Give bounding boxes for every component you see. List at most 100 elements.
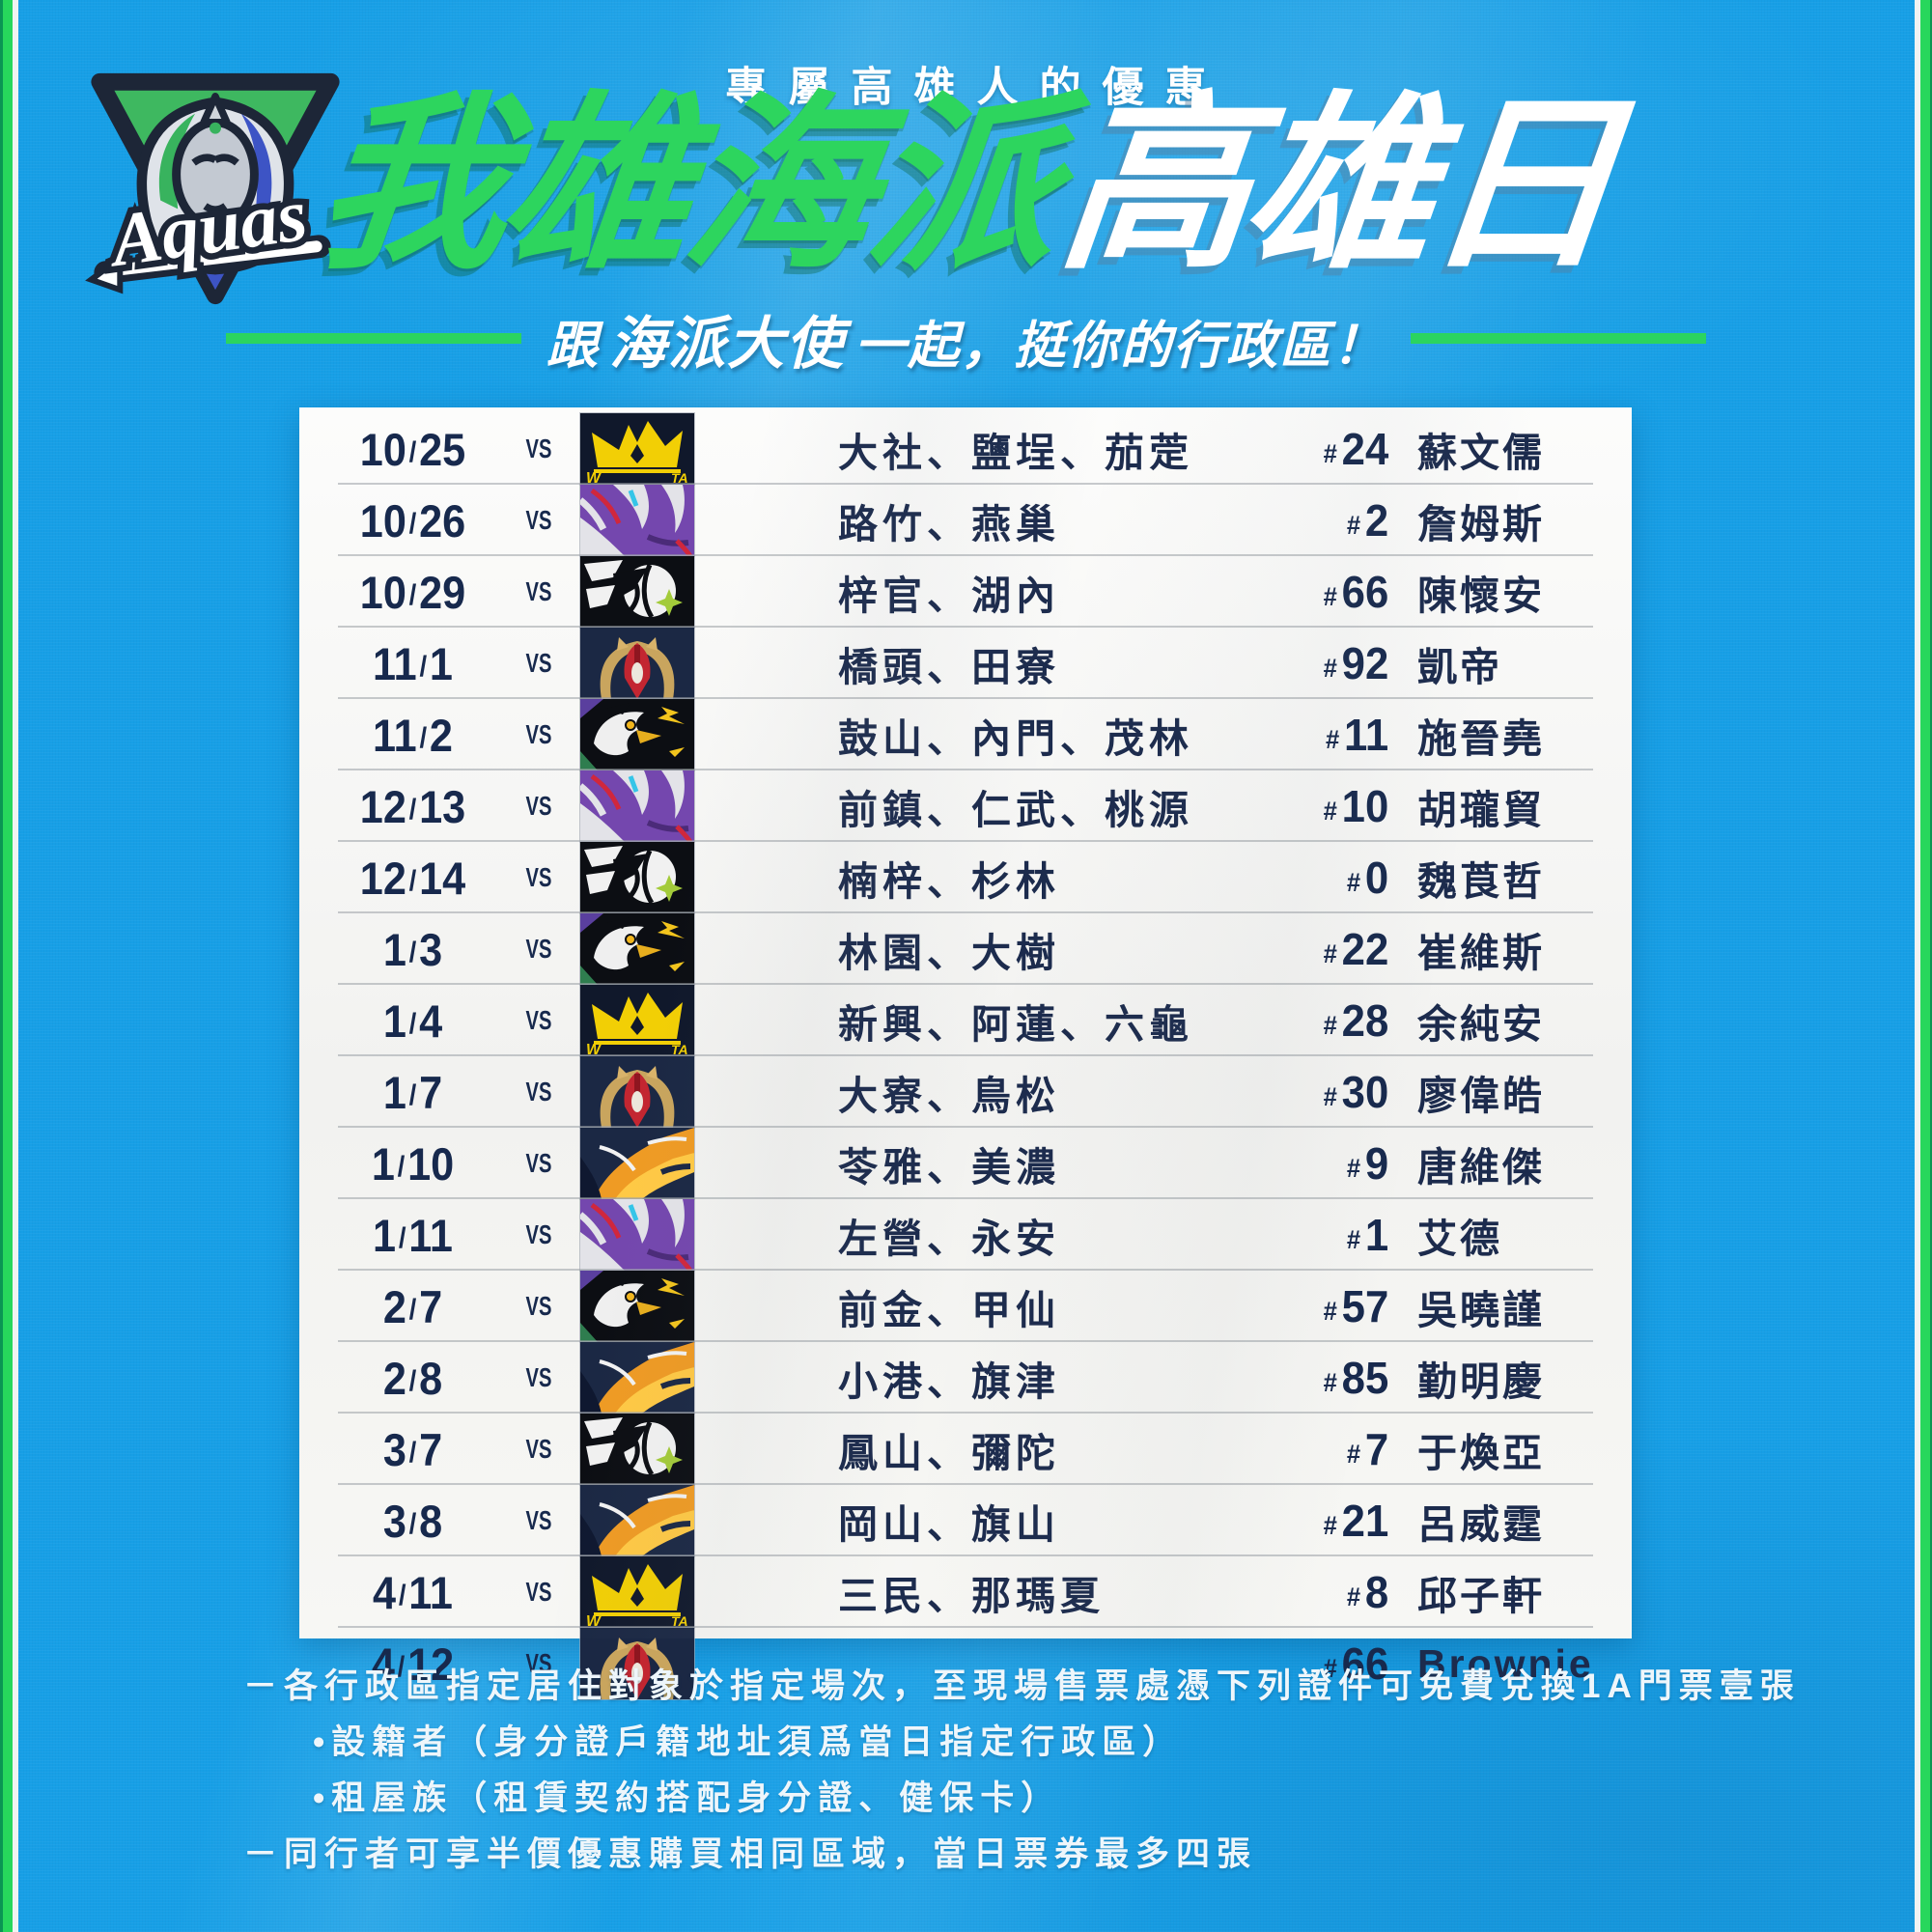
date-separator: / [408, 1078, 417, 1111]
player-number-value: 9 [1364, 1138, 1389, 1189]
game-date-month: 12 [359, 852, 406, 904]
schedule-row: 1/7 VS 大寮、鳥松 #30 廖偉皓 [328, 1056, 1603, 1128]
player-number: #10 [1251, 780, 1389, 832]
date-separator: / [398, 1221, 406, 1254]
main-title-white-segment: 高雄日 [1051, 79, 1625, 291]
districts-label: 鼓山、內門、茂林 [838, 716, 1193, 761]
subtitle-rest: 一起，挺你的行政區！ [854, 318, 1386, 375]
opponent-logo-eagle-white-icon [580, 699, 694, 770]
game-date-month: 1 [382, 1066, 406, 1118]
game-date-day: 8 [419, 1495, 443, 1547]
date-separator: / [408, 507, 417, 540]
opponent-logo-cell [580, 1414, 749, 1485]
vs-label: VS [525, 1434, 552, 1464]
opponent-logo-cell [580, 985, 749, 1056]
game-date: 10/25 [335, 423, 490, 476]
schedule-row: 1/10 VS 苓雅、美濃 #9 唐維傑 [328, 1128, 1603, 1199]
schedule-row: 2/8 VS 小港、旗津 #85 勤明慶 [328, 1342, 1603, 1414]
opponent-logo-cell [580, 1485, 749, 1556]
vs-label: VS [525, 1291, 552, 1321]
player-number-value: 85 [1341, 1353, 1389, 1403]
player-number: #24 [1251, 423, 1389, 475]
schedule-row: 1/3 VS 林園、大樹 #22 崔維斯 [328, 913, 1603, 985]
date-separator: / [419, 721, 428, 754]
player-number-value: 30 [1341, 1067, 1389, 1117]
hash-symbol: # [1346, 1582, 1361, 1611]
game-date-day: 7 [419, 1066, 443, 1118]
opponent-logo-leopard-purple-icon [580, 1199, 694, 1271]
schedule-row: 1/11 VS 左營、永安 #1 艾德 [328, 1199, 1603, 1271]
hash-symbol: # [1323, 439, 1337, 468]
vs-label: VS [525, 1005, 552, 1035]
hash-symbol: # [1346, 1154, 1361, 1183]
game-date: 3/8 [335, 1495, 490, 1548]
ambassador-name: 余純安 [1417, 1002, 1545, 1047]
opponent-logo-cell [580, 913, 749, 985]
game-date-month: 11 [373, 709, 417, 761]
hash-symbol: # [1326, 725, 1340, 754]
player-number-value: 7 [1364, 1424, 1389, 1474]
opponent-logo-swirl-navy-orange-icon [580, 1128, 694, 1199]
hash-symbol: # [1323, 1011, 1337, 1040]
districts-label: 林園、大樹 [838, 931, 1060, 975]
opponent-logo-cell [580, 1342, 749, 1414]
game-date: 12/13 [335, 780, 490, 833]
schedule-row: 11/2 VS 鼓山、內門、茂林 #11 施晉堯 [328, 699, 1603, 770]
player-number: #2 [1251, 494, 1389, 546]
hash-symbol: # [1323, 939, 1337, 968]
vs-label: VS [525, 1577, 552, 1607]
hash-symbol: # [1323, 1368, 1337, 1397]
player-number-value: 11 [1344, 710, 1389, 760]
game-date-month: 12 [359, 780, 406, 832]
date-separator: / [408, 1364, 417, 1397]
date-separator: / [408, 1293, 417, 1326]
ambassador-name: 施晉堯 [1417, 716, 1545, 761]
date-separator: / [408, 864, 417, 897]
ambassador-name: 陳懷安 [1417, 574, 1545, 618]
ambassador-name: 魏莨哲 [1417, 859, 1545, 904]
districts-label: 楠梓、杉林 [838, 859, 1060, 904]
game-date: 1/10 [335, 1137, 490, 1190]
game-date: 1/11 [335, 1209, 490, 1262]
game-date: 3/7 [335, 1423, 490, 1476]
player-number-value: 22 [1341, 924, 1389, 974]
date-separator: / [408, 1007, 417, 1040]
game-date-month: 3 [382, 1495, 406, 1547]
date-separator: / [398, 1579, 406, 1611]
opponent-logo-leopard-purple-icon [580, 485, 694, 556]
game-date-month: 2 [382, 1352, 406, 1404]
note-line-2: •設籍者（身分證戶籍地址須爲當日指定行政區） [313, 1723, 1184, 1761]
player-number-value: 2 [1364, 495, 1389, 546]
game-date: 4/12 [335, 1638, 490, 1691]
game-date: 1/3 [335, 923, 490, 976]
note-line-3: •租屋族（租賃契約搭配身分證、健保卡） [313, 1779, 1062, 1817]
game-date: 10/29 [335, 566, 490, 619]
player-number-value: 24 [1341, 424, 1389, 474]
game-date-day: 3 [419, 923, 443, 975]
game-date-month: 1 [373, 1209, 397, 1261]
right-edge-stripes [1911, 0, 1932, 1932]
vs-label: VS [525, 1077, 552, 1106]
opponent-logo-crown-gold-icon [580, 985, 694, 1056]
districts-label: 大寮、鳥松 [838, 1074, 1060, 1118]
districts-label: 前鎮、仁武、桃源 [838, 788, 1193, 832]
hash-symbol: # [1323, 797, 1337, 826]
game-date-day: 10 [407, 1137, 455, 1190]
game-date: 2/7 [335, 1280, 490, 1333]
game-date-month: 2 [382, 1280, 406, 1332]
player-number-value: 66 [1341, 567, 1389, 617]
player-number: #66 [1251, 566, 1389, 618]
districts-label: 路竹、燕巢 [838, 502, 1060, 546]
hash-symbol: # [1346, 868, 1361, 897]
opponent-logo-crown-gold-icon [580, 1556, 694, 1628]
game-date: 10/26 [335, 494, 490, 547]
game-date-month: 4 [373, 1566, 397, 1618]
vs-label: VS [525, 934, 552, 964]
ambassador-name: 呂威霆 [1417, 1502, 1545, 1547]
hash-symbol: # [1323, 1297, 1337, 1326]
game-date-month: 4 [371, 1638, 395, 1690]
hash-symbol: # [1323, 1082, 1337, 1111]
player-number: #22 [1251, 923, 1389, 975]
game-date-day: 8 [419, 1352, 443, 1404]
date-separator: / [408, 578, 417, 611]
